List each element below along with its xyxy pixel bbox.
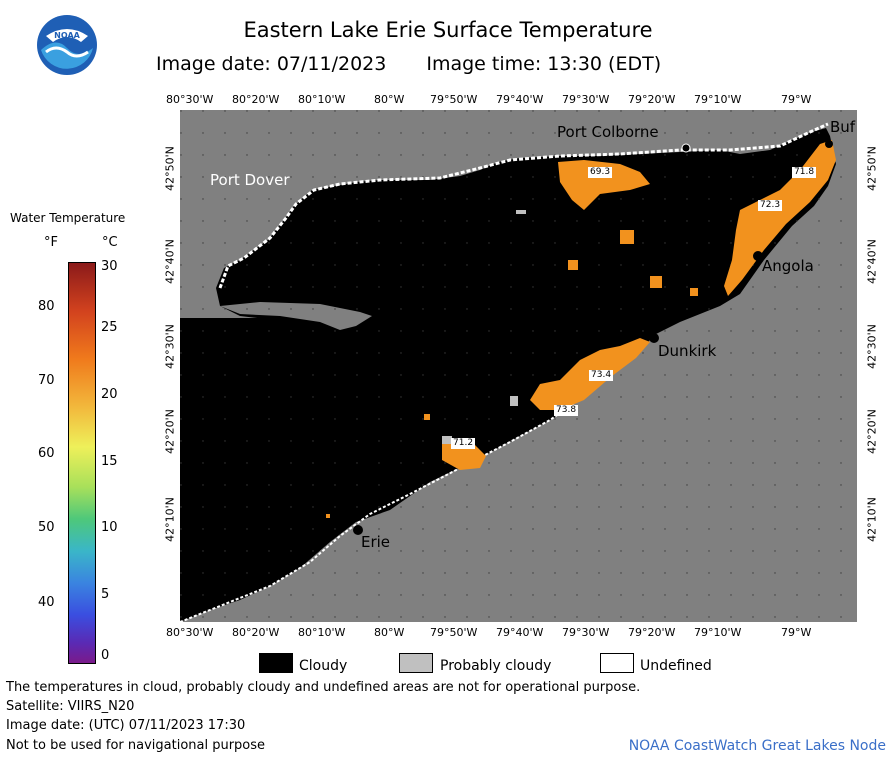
undefined-swatch <box>600 653 634 673</box>
label-dunkirk: Dunkirk <box>658 342 717 360</box>
label-port-dover: Port Dover <box>210 171 290 189</box>
angola-marker <box>753 251 763 261</box>
legend-c-tick: 25 <box>101 320 118 335</box>
lon-tick: 79°10'W <box>694 93 742 106</box>
lat-tick: 42°40'N <box>163 239 177 284</box>
legend-c-tick: 15 <box>101 454 118 469</box>
lon-tick: 80°20'W <box>232 626 280 639</box>
cloudy-label: Cloudy <box>299 658 348 674</box>
navigation-disclaimer: Not to be used for navigational purpose <box>6 738 266 753</box>
legend-f-tick: 80 <box>38 299 55 314</box>
label-angola: Angola <box>762 257 814 275</box>
lon-tick: 79°30'W <box>562 93 610 106</box>
lon-tick: 79°50'W <box>430 93 478 106</box>
legend-title: Water Temperature <box>10 211 126 225</box>
lat-tick: 42°20'N <box>865 409 879 454</box>
lon-tick: 80°W <box>374 626 405 639</box>
image-date: Image date: 07/11/2023 <box>156 53 387 75</box>
satellite-text: Satellite: VIIRS_N20 <box>6 699 135 714</box>
port-colborne-marker <box>681 143 691 153</box>
temp-label: 73.8 <box>554 405 579 416</box>
legend-c-tick: 30 <box>101 259 118 274</box>
lat-tick: 42°30'N <box>865 324 879 369</box>
label-port-colborne: Port Colborne <box>557 123 659 141</box>
legend-c-unit: °C <box>102 235 118 250</box>
lat-tick: 42°30'N <box>163 324 177 369</box>
lon-tick: 79°W <box>781 626 812 639</box>
lon-tick: 80°W <box>374 93 405 106</box>
probably-cloudy-label: Probably cloudy <box>440 658 552 674</box>
color-scale-bar <box>68 262 96 664</box>
legend-f-tick: 60 <box>38 446 55 461</box>
lake-map <box>180 110 857 622</box>
disclaimer-text: The temperatures in cloud, probably clou… <box>6 680 641 695</box>
lon-tick: 80°10'W <box>298 626 346 639</box>
label-buffalo: Buf <box>830 118 856 136</box>
legend-c-tick: 20 <box>101 387 118 402</box>
undefined-shoreline <box>218 122 829 289</box>
lat-tick: 42°50'N <box>865 146 879 191</box>
lon-tick: 80°30'W <box>166 93 214 106</box>
lon-tick: 79°30'W <box>562 626 610 639</box>
image-datetime: Image date: 07/11/2023 Image time: 13:30 … <box>156 53 661 75</box>
lon-tick: 80°20'W <box>232 93 280 106</box>
noaa-logo: NOAA <box>37 15 97 75</box>
lon-tick: 79°50'W <box>430 626 478 639</box>
temp-label: 71.2 <box>451 438 476 449</box>
legend-f-tick: 50 <box>38 520 55 535</box>
graticule <box>180 110 857 622</box>
temp-label: 71.8 <box>792 167 817 178</box>
temp-label: 72.3 <box>758 200 783 211</box>
image-time: Image time: 13:30 (EDT) <box>426 53 662 75</box>
lon-tick: 79°20'W <box>628 626 676 639</box>
erie-marker <box>353 525 363 535</box>
probably-cloudy <box>442 210 526 444</box>
lat-tick: 42°40'N <box>865 239 879 284</box>
label-erie: Erie <box>361 533 391 551</box>
undefined-label: Undefined <box>640 658 712 674</box>
legend-c-tick: 0 <box>101 648 110 663</box>
buffalo-marker <box>825 140 833 148</box>
lon-tick: 79°40'W <box>496 93 544 106</box>
legend-c-tick: 5 <box>101 587 110 602</box>
temp-label: 73.4 <box>589 370 614 381</box>
probably-cloudy-swatch <box>399 653 433 673</box>
lon-tick: 79°20'W <box>628 93 676 106</box>
lon-tick: 79°10'W <box>694 626 742 639</box>
logo-text: NOAA <box>54 31 80 40</box>
lat-tick: 42°10'N <box>865 497 879 542</box>
credit-text: NOAA CoastWatch Great Lakes Node <box>628 738 886 754</box>
lon-tick: 80°10'W <box>298 93 346 106</box>
lon-tick: 79°W <box>781 93 812 106</box>
lon-tick: 80°30'W <box>166 626 214 639</box>
dunkirk-marker <box>649 333 659 343</box>
utc-date-text: Image date: (UTC) 07/11/2023 17:30 <box>6 718 246 733</box>
legend-f-tick: 70 <box>38 373 55 388</box>
legend-f-unit: °F <box>44 235 58 250</box>
lat-tick: 42°50'N <box>163 146 177 191</box>
lat-tick: 42°10'N <box>163 497 177 542</box>
map-title: Eastern Lake Erie Surface Temperature <box>243 18 653 42</box>
legend-f-tick: 40 <box>38 595 55 610</box>
legend-c-tick: 10 <box>101 520 118 535</box>
lat-tick: 42°20'N <box>163 409 177 454</box>
lon-tick: 79°40'W <box>496 626 544 639</box>
temp-label: 69.3 <box>588 167 613 178</box>
cloudy-swatch <box>259 653 293 673</box>
